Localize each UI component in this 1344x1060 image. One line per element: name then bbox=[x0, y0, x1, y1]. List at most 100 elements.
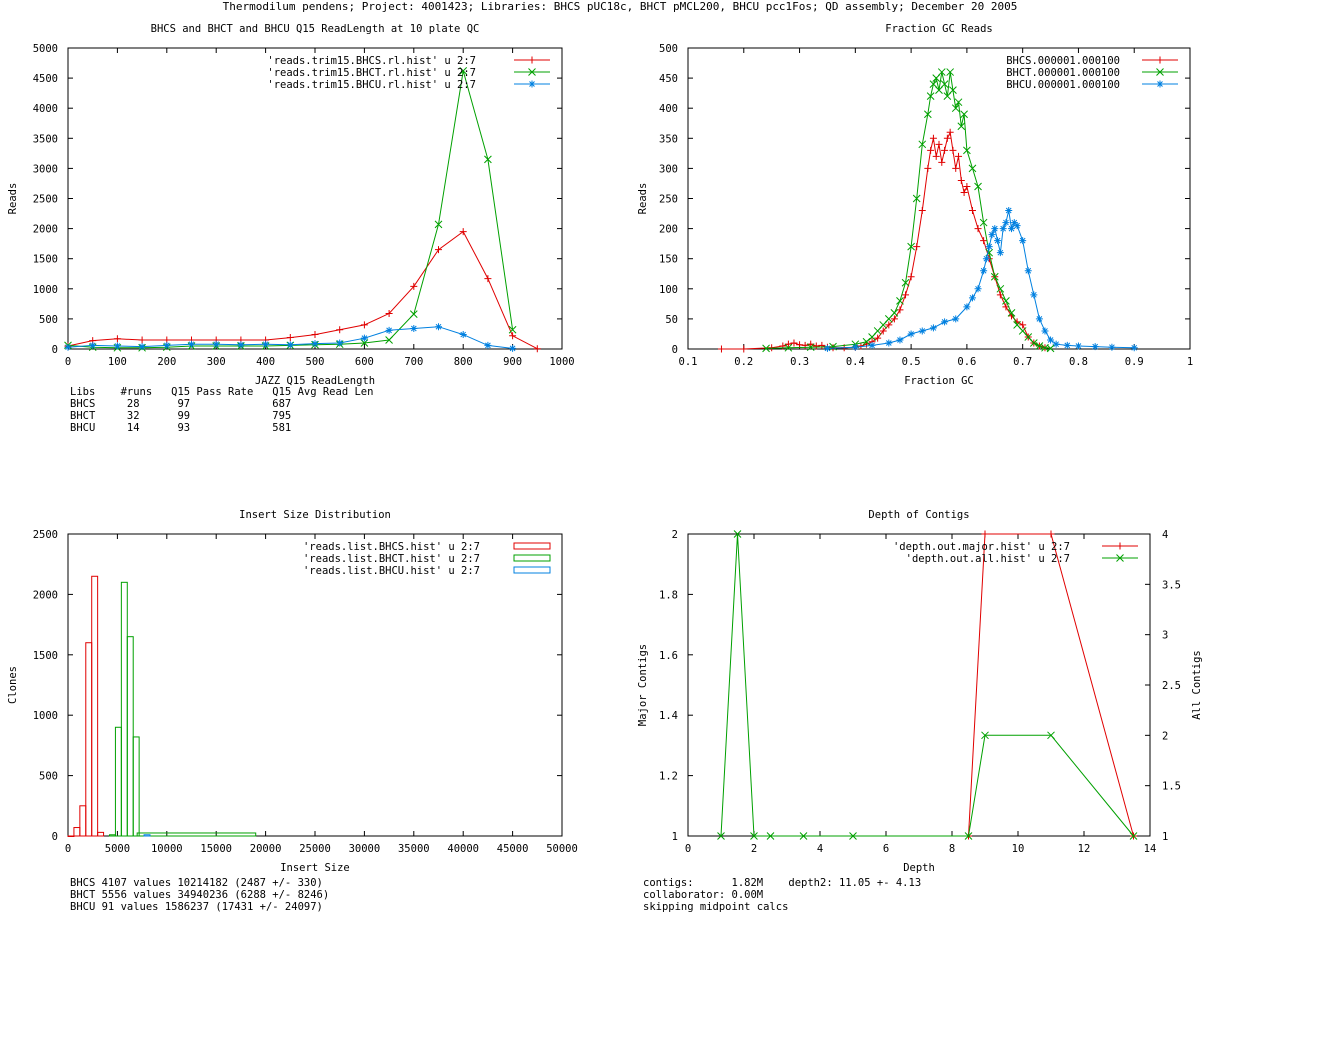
x-tick-label: 0.5 bbox=[902, 356, 921, 368]
data-point bbox=[1074, 342, 1082, 350]
data-point bbox=[1108, 343, 1116, 351]
series-line bbox=[968, 533, 1134, 837]
data-point bbox=[868, 341, 876, 349]
legend-marker bbox=[1116, 554, 1124, 562]
data-point bbox=[336, 339, 344, 347]
data-point bbox=[113, 342, 121, 350]
data-point bbox=[484, 341, 492, 349]
y-tick-label: 1000 bbox=[33, 284, 58, 296]
data-point bbox=[1029, 339, 1038, 347]
data-point bbox=[907, 330, 915, 338]
x-tick-label: 40000 bbox=[447, 843, 479, 855]
legend-label: BHCS.000001.000100 bbox=[1006, 55, 1120, 67]
data-point bbox=[918, 140, 927, 149]
data-point bbox=[1007, 309, 1016, 317]
data-point bbox=[1019, 237, 1027, 245]
data-point bbox=[932, 152, 940, 160]
data-point bbox=[999, 225, 1007, 233]
plot-frame bbox=[67, 533, 563, 837]
data-point bbox=[385, 309, 393, 317]
y-tick-label: 0 bbox=[52, 344, 58, 356]
y-tick-label: 500 bbox=[39, 314, 58, 326]
data-point bbox=[311, 331, 319, 339]
series-2 bbox=[143, 834, 151, 837]
data-point bbox=[974, 285, 982, 293]
data-point bbox=[937, 68, 946, 76]
y-tick-label: 200 bbox=[659, 224, 678, 236]
y-axis-label: Major Contigs bbox=[637, 644, 649, 726]
legend-marker bbox=[1156, 80, 1164, 88]
data-point bbox=[459, 331, 467, 339]
data-point bbox=[980, 267, 988, 275]
legend-label: BHCU.000001.000100 bbox=[1006, 79, 1120, 91]
data-point bbox=[740, 345, 748, 353]
data-point bbox=[717, 345, 725, 353]
data-point bbox=[784, 343, 793, 352]
data-point bbox=[784, 340, 792, 348]
y-tick-label: 350 bbox=[659, 133, 678, 145]
main-title: Thermodilum pendens; Project: 4001423; L… bbox=[222, 0, 1018, 13]
data-point bbox=[237, 341, 245, 349]
data-point bbox=[879, 327, 887, 335]
x-tick-label: 25000 bbox=[299, 843, 331, 855]
data-point bbox=[459, 67, 468, 75]
data-point bbox=[957, 122, 966, 131]
data-point bbox=[1047, 731, 1055, 740]
x-tick-label: 15000 bbox=[200, 843, 232, 855]
x-tick-label: 0.3 bbox=[790, 356, 809, 368]
legend-label: 'reads.list.BHCS.hist' u 2:7 bbox=[303, 541, 480, 553]
data-point bbox=[990, 272, 999, 281]
bar bbox=[97, 831, 105, 837]
x-tick-label: 0.9 bbox=[1125, 356, 1144, 368]
plot-frame bbox=[67, 47, 563, 350]
data-point bbox=[912, 194, 921, 203]
data-point bbox=[733, 530, 742, 538]
data-point bbox=[979, 218, 988, 227]
data-point bbox=[509, 332, 517, 340]
legend-marker bbox=[1156, 68, 1164, 76]
data-point bbox=[138, 343, 146, 351]
y-tick-label: 1500 bbox=[33, 650, 58, 662]
depth-stats: contigs: 1.82M depth2: 11.05 +- 4.13 col… bbox=[643, 877, 922, 913]
readlength-chart-svg: BHCS and BHCT and BHCU Q15 ReadLength at… bbox=[7, 23, 575, 387]
data-point bbox=[812, 342, 820, 350]
bar bbox=[120, 581, 128, 837]
y-tick-label: 100 bbox=[659, 284, 678, 296]
x-tick-label: 0.2 bbox=[734, 356, 753, 368]
data-point bbox=[385, 326, 393, 334]
y-tick-label: 4000 bbox=[33, 103, 58, 115]
legend-swatch bbox=[513, 554, 551, 562]
data-point bbox=[968, 294, 976, 302]
readlength-stats: Libs #runs Q15 Pass Rate Q15 Avg Read Le… bbox=[70, 386, 374, 434]
data-point bbox=[907, 242, 915, 251]
y-tick-label: 2000 bbox=[33, 589, 58, 601]
data-point bbox=[360, 321, 368, 329]
data-point bbox=[964, 832, 973, 840]
data-point bbox=[918, 207, 926, 215]
data-point bbox=[862, 337, 871, 346]
data-point bbox=[89, 341, 97, 349]
data-point bbox=[985, 243, 993, 251]
x-tick-label: 0.7 bbox=[1013, 356, 1032, 368]
data-point bbox=[286, 334, 294, 342]
x-tick-label: 6 bbox=[883, 843, 889, 855]
y-tick-label: 450 bbox=[659, 73, 678, 85]
data-point bbox=[926, 92, 935, 101]
data-point bbox=[924, 164, 932, 172]
bar bbox=[114, 726, 122, 837]
data-point bbox=[940, 80, 949, 88]
y2-tick-label: 3 bbox=[1162, 630, 1168, 642]
series-0 bbox=[64, 228, 541, 353]
data-point bbox=[996, 249, 1004, 257]
y-axis-label: Reads bbox=[7, 183, 19, 215]
x-tick-label: 4 bbox=[817, 843, 823, 855]
x-tick-label: 2 bbox=[751, 843, 757, 855]
data-point bbox=[1024, 267, 1032, 275]
data-point bbox=[913, 243, 921, 251]
legend-label: 'reads.trim15.BHCU.rl.hist' u 2:7 bbox=[267, 79, 476, 91]
data-point bbox=[806, 343, 815, 352]
data-point bbox=[1030, 291, 1038, 299]
data-point bbox=[923, 110, 932, 119]
x-tick-label: 0.6 bbox=[957, 356, 976, 368]
series-line bbox=[67, 230, 538, 350]
